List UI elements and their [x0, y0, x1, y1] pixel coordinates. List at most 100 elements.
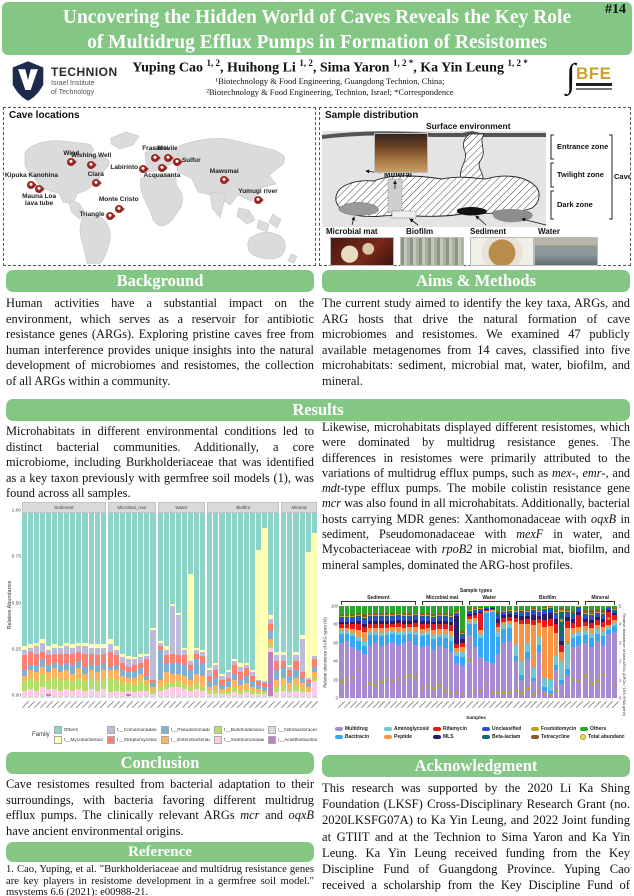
bar-segment [454, 616, 459, 644]
bar-segment [401, 634, 407, 643]
stacked-bar [419, 606, 425, 698]
bar-segment [163, 672, 169, 684]
bar-segment [132, 657, 138, 660]
bar-segment [547, 679, 553, 691]
bar-segment [219, 692, 225, 695]
stacked-bar [612, 606, 618, 698]
bar-segment [525, 609, 530, 611]
dark-zone-label: Dark zone [557, 200, 593, 209]
bar-segment [194, 673, 200, 684]
biofilm-label: Biofilm [406, 227, 433, 236]
bar-segment [378, 636, 384, 646]
bar-segment [255, 692, 261, 695]
water-label: Water [538, 227, 560, 236]
facets [339, 606, 618, 698]
bar-segment [46, 646, 52, 650]
bar-segment [460, 633, 465, 636]
bar-segment [163, 688, 169, 697]
legend-items: Others f__Comamonadaceae f__Pseudomonadace… [53, 726, 317, 744]
bar-segment [600, 615, 606, 619]
bar-segment [472, 615, 478, 618]
bar-segment [553, 611, 559, 613]
bar-segment [507, 608, 512, 610]
bar-segment [570, 628, 576, 634]
bar-segment [339, 642, 344, 698]
bar-segment [390, 616, 396, 618]
total-abundance-dot [356, 668, 360, 672]
bar-segment [213, 685, 219, 691]
bar-segment [442, 620, 448, 624]
bar-segment [34, 646, 40, 654]
bar-segment [484, 607, 489, 608]
bar-segment [40, 642, 46, 652]
x-tick-mark [273, 700, 281, 709]
surface-environment-label: Surface environment [426, 121, 511, 131]
bar-segment [478, 609, 483, 612]
bar-segment [249, 686, 255, 691]
bar-segment [243, 513, 249, 663]
bar-segment [536, 618, 542, 624]
bar-segment [384, 620, 390, 624]
bar-segment [194, 688, 200, 697]
x-tick [249, 698, 257, 722]
bar-segment [513, 609, 519, 611]
bar-segment [466, 616, 472, 619]
bar-segment [58, 696, 64, 698]
bar-segment [495, 610, 501, 613]
bar-segment [589, 622, 594, 629]
bar-segment [570, 638, 576, 648]
bar-segment [281, 690, 287, 697]
bar-segment [612, 607, 618, 609]
legend-item-bacitracin: Bacitracin [335, 734, 380, 740]
bar-segment [413, 631, 418, 636]
x-tick [21, 698, 29, 722]
bar-segment [243, 664, 249, 669]
bar-segment [442, 648, 448, 698]
total-abundance-dot [368, 681, 372, 685]
bar-segment [344, 618, 350, 622]
bar-segment [583, 621, 589, 627]
bar-segment [425, 606, 431, 614]
bar-segment [489, 610, 495, 613]
bar-segment [157, 649, 163, 680]
technion-name: TECHNION [51, 65, 118, 79]
x-tick [471, 698, 479, 716]
stacked-bar [606, 606, 612, 698]
bar-segment [34, 653, 40, 665]
bar-segment [413, 627, 418, 632]
x-tick [45, 698, 53, 722]
cave-diagram: Surface environment Mineral Microbial ma… [322, 121, 632, 266]
bar-segment [589, 619, 594, 623]
stacked-bar [150, 513, 156, 698]
bar-segment [396, 644, 401, 698]
legend-label: Fosmidomycin [541, 726, 576, 732]
bar-segment [356, 650, 361, 698]
bar-segment [188, 696, 194, 698]
bar-segment [126, 672, 132, 678]
bar-segment [207, 675, 213, 682]
bar-segment [261, 686, 267, 691]
section-header-results: Results [6, 399, 630, 421]
bar-segment [495, 613, 501, 616]
bar-segment [311, 681, 317, 697]
bar-segment [600, 614, 606, 616]
legend: Family Others f__Comamonadaceae f__Pseudomo… [4, 726, 317, 744]
stacked-bar [274, 513, 280, 698]
total-abundance-dot [339, 679, 343, 683]
bar-segment [46, 513, 52, 647]
bar-segment [207, 681, 213, 687]
legend-label: f__Acidithiobacillaceae [277, 737, 317, 743]
stacked-bar [267, 513, 274, 698]
facet-bars [419, 606, 465, 698]
y-tick-label: 0.75 [11, 554, 21, 560]
affiliation-2: ²Biotechnology & Food Engineering, Techn… [206, 86, 454, 97]
bar-segment [576, 606, 582, 607]
bar-segment [157, 513, 163, 641]
bar-segment [243, 696, 249, 698]
bar-segment [64, 513, 70, 643]
bar-segment [495, 627, 501, 632]
x-tick [535, 698, 543, 716]
bar-segment [448, 652, 454, 698]
bar-segment [261, 681, 267, 684]
stacked-bar [132, 513, 138, 698]
